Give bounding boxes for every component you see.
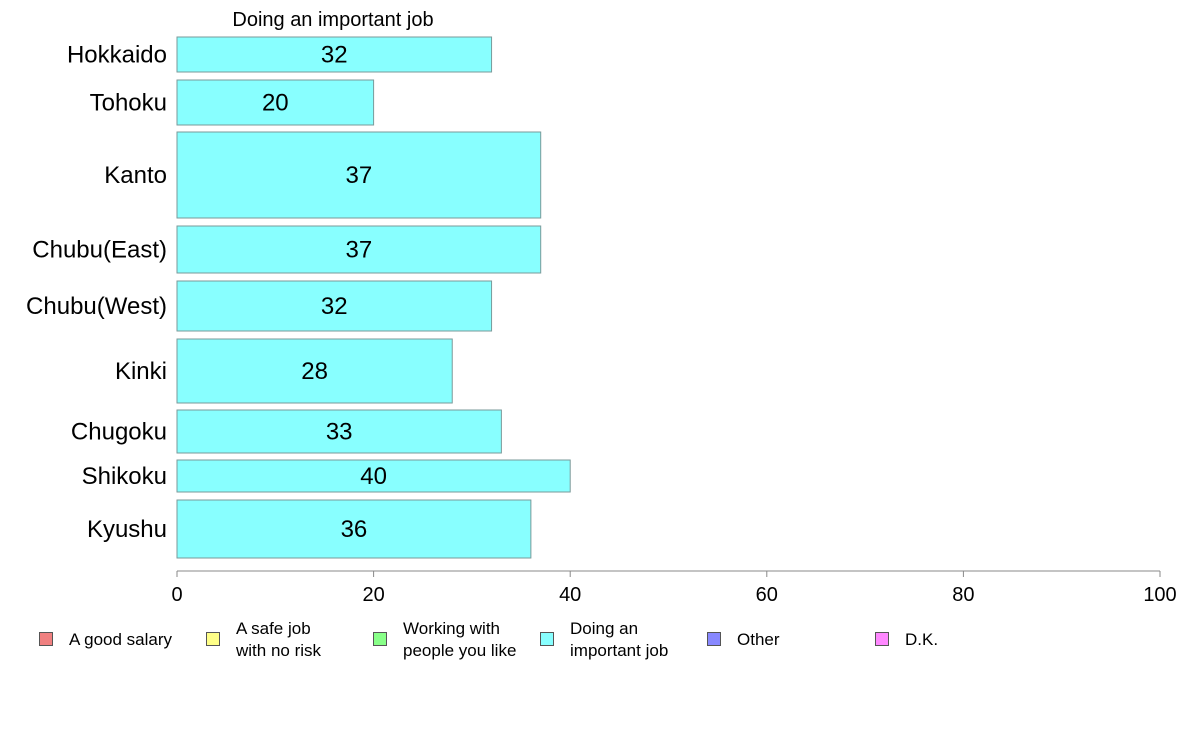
value-label: 40 — [360, 463, 387, 490]
category-label: Hokkaido — [67, 42, 167, 69]
bar-kanto — [176, 131, 542, 219]
value-label: 36 — [341, 516, 368, 543]
x-tick-label: 80 — [952, 584, 974, 606]
bar-kinki — [176, 338, 453, 404]
legend-swatch — [875, 632, 889, 646]
x-tick-label: 60 — [756, 584, 778, 606]
category-label: Chugoku — [71, 419, 167, 446]
category-label: Chubu(West) — [26, 293, 167, 320]
x-tick-label: 0 — [171, 584, 182, 606]
category-label: Kinki — [115, 358, 167, 385]
legend-label: D.K. — [905, 630, 939, 649]
category-label: Shikoku — [82, 463, 167, 490]
legend: A good salary A safe job with no risk Work… — [0, 618, 1188, 668]
value-label: 20 — [262, 90, 289, 117]
category-label: Kyushu — [87, 516, 167, 543]
value-label: 32 — [321, 293, 348, 320]
legend-label: Doing an important job — [570, 619, 669, 660]
bar-tohoku — [176, 79, 375, 126]
x-tick-label: 20 — [362, 584, 384, 606]
value-label: 32 — [321, 42, 348, 69]
category-label: Tohoku — [90, 90, 167, 117]
legend-label: A safe job with no risk — [236, 619, 322, 660]
legend-swatch — [206, 632, 220, 646]
bars-group: Hokkaido 32 Tohoku 20 Kanto 37 Chubu(East) 37 Ch… — [26, 36, 571, 559]
legend-label: Working with people you like — [403, 619, 517, 660]
legend-swatch — [540, 632, 554, 646]
value-label: 37 — [346, 237, 373, 264]
value-label: 28 — [301, 358, 328, 385]
x-tick-label: 100 — [1143, 584, 1176, 606]
legend-label: A good salary — [69, 630, 173, 649]
x-axis: 0 20 40 60 80 100 — [171, 570, 1177, 606]
bar-shikoku — [176, 459, 571, 493]
bar-chubu-east — [176, 225, 542, 274]
legend-swatch — [39, 632, 53, 646]
bar-kyushu — [176, 499, 532, 559]
legend-item: Doing an important job — [540, 618, 668, 662]
legend-item: A safe job with no risk — [206, 618, 321, 662]
legend-swatch — [707, 632, 721, 646]
value-label: 33 — [326, 419, 353, 446]
legend-item: A good salary — [39, 618, 172, 651]
category-label: Kanto — [104, 162, 167, 189]
bar-hokkaido — [176, 36, 493, 73]
value-label: 37 — [346, 162, 373, 189]
category-label: Chubu(East) — [32, 237, 167, 264]
legend-swatch — [373, 632, 387, 646]
bar-chubu-west — [176, 280, 493, 332]
chart-title: Doing an important job — [232, 9, 433, 31]
bar-chugoku — [176, 409, 502, 454]
legend-label: Other — [737, 630, 780, 649]
legend-item: Working with people you like — [373, 618, 516, 662]
x-tick-label: 40 — [559, 584, 581, 606]
bar-chart: Doing an important job Hokkaido 32 Tohoku 2… — [26, 9, 1177, 606]
legend-item: D.K. — [875, 618, 938, 651]
legend-item: Other — [707, 618, 780, 651]
